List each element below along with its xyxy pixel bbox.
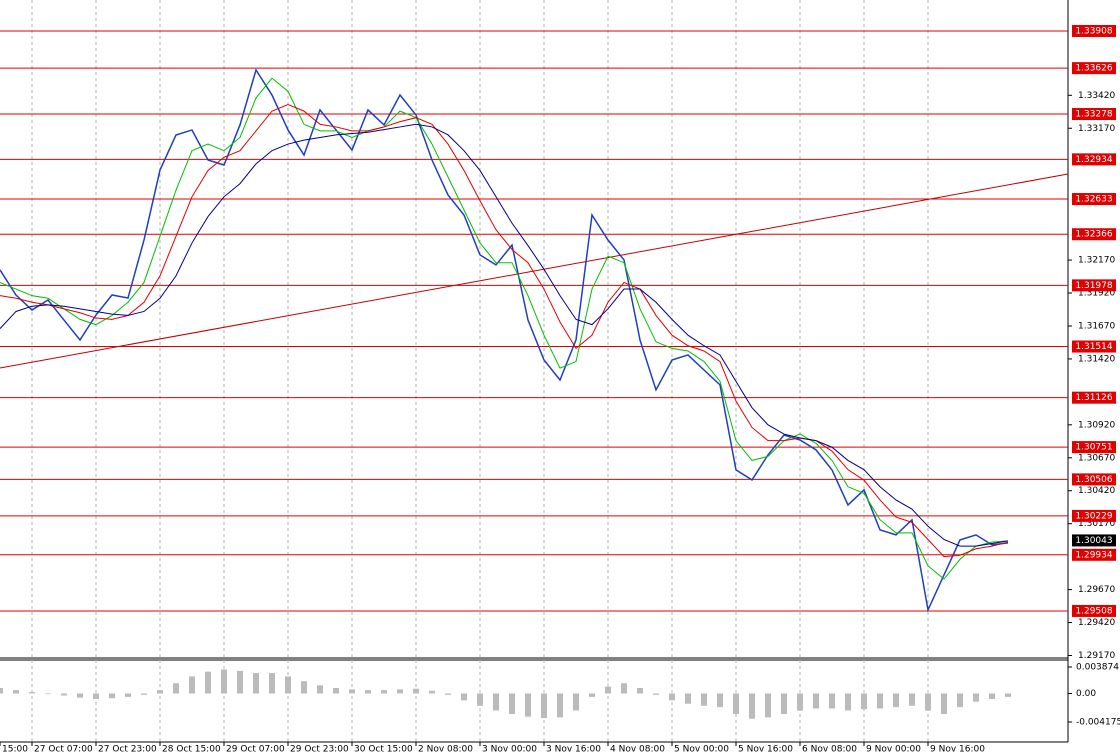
x-tick-label: 3 Nov 00:00 <box>482 745 537 755</box>
x-tick-label: 30 Oct 15:00 <box>354 745 413 755</box>
level-label-box <box>1072 604 1116 617</box>
level-label: 1.30229 <box>1075 511 1112 521</box>
level-label: 1.31514 <box>1075 342 1112 352</box>
level-label-box <box>1072 62 1116 75</box>
level-label-box <box>1072 108 1116 121</box>
y-tick-label: 1.32170 <box>1078 256 1115 266</box>
level-label: 1.29934 <box>1075 550 1112 560</box>
level-label-box <box>1072 153 1116 166</box>
price-line <box>0 103 1009 558</box>
level-label-box <box>1072 193 1116 206</box>
x-tick-label: 27 Oct 07:00 <box>34 745 93 755</box>
x-tick-label: 29 Oct 07:00 <box>226 745 285 755</box>
y-tick-label: 1.30420 <box>1078 486 1115 496</box>
level-label: 1.33278 <box>1075 110 1112 120</box>
trendline <box>0 173 1069 369</box>
x-tick-label: 27 Oct 23:00 <box>98 745 157 755</box>
level-label: 1.31126 <box>1075 393 1112 403</box>
x-tick-label: 9 Nov 00:00 <box>866 745 921 755</box>
level-label: 1.30751 <box>1075 443 1112 453</box>
level-label: 1.29508 <box>1075 606 1112 616</box>
price-line <box>0 123 1009 547</box>
y-tick-label: 1.33420 <box>1078 91 1115 101</box>
y-tick-label: 1.30920 <box>1078 420 1115 430</box>
level-label: 1.30506 <box>1075 475 1112 485</box>
level-label: 1.32934 <box>1075 155 1112 165</box>
level-label-box <box>1072 279 1116 292</box>
level-label: 1.32633 <box>1075 195 1112 205</box>
y-tick-label: 1.33170 <box>1078 124 1115 134</box>
osc-y-tick-label: 0.00 <box>1076 689 1096 699</box>
level-label: 1.31978 <box>1075 281 1112 291</box>
y-tick-label: 1.31420 <box>1078 354 1115 364</box>
level-label: 1.32366 <box>1075 230 1112 240</box>
x-tick-label: 28 Oct 15:00 <box>162 745 221 755</box>
level-label-box <box>1072 441 1116 454</box>
current-price-box <box>1072 534 1116 547</box>
y-tick-label: 1.29170 <box>1078 651 1115 661</box>
level-label-box <box>1072 340 1116 353</box>
osc-y-tick-label: -0.004175 <box>1076 718 1120 728</box>
level-label: 1.33908 <box>1075 26 1112 36</box>
y-tick-label: 1.31670 <box>1078 321 1115 331</box>
level-label-box <box>1072 509 1116 522</box>
x-tick-label: 5 Nov 16:00 <box>738 745 793 755</box>
level-label-box <box>1072 228 1116 241</box>
x-tick-label: 2 Nov 08:00 <box>418 745 473 755</box>
level-label-box <box>1072 548 1116 561</box>
y-tick-label: 1.30670 <box>1078 453 1115 463</box>
y-tick-label: 1.30170 <box>1078 519 1115 529</box>
x-tick-label: 29 Oct 23:00 <box>290 745 349 755</box>
level-label: 1.33626 <box>1075 64 1112 74</box>
x-tick-label: 3 Nov 16:00 <box>546 745 601 755</box>
y-tick-label: 1.29420 <box>1078 618 1115 628</box>
x-tick-label: 4 Nov 08:00 <box>610 745 665 755</box>
price-line <box>0 68 1009 613</box>
level-label-box <box>1072 24 1116 37</box>
level-label-box <box>1072 473 1116 486</box>
y-tick-label: 1.31920 <box>1078 289 1115 299</box>
osc-y-tick-label: 0.003874 <box>1076 662 1119 672</box>
x-tick-label: 6 Nov 08:00 <box>802 745 857 755</box>
level-label-box <box>1072 391 1116 404</box>
x-tick-label: 9 Nov 16:00 <box>930 745 985 755</box>
price-line <box>0 77 1009 580</box>
current-price-label: 1.30043 <box>1075 536 1112 546</box>
y-tick-label: 1.29670 <box>1078 585 1115 595</box>
x-tick-label: 15:00 <box>2 745 28 755</box>
x-tick-label: 5 Nov 00:00 <box>674 745 729 755</box>
